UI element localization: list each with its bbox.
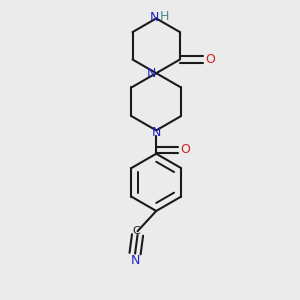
Text: N: N xyxy=(150,11,159,24)
Text: N: N xyxy=(152,126,161,140)
Text: O: O xyxy=(205,53,215,66)
Text: O: O xyxy=(180,143,190,156)
Text: C: C xyxy=(132,226,140,236)
Text: N: N xyxy=(130,254,140,267)
Text: N: N xyxy=(147,67,156,80)
Text: H: H xyxy=(159,11,169,23)
